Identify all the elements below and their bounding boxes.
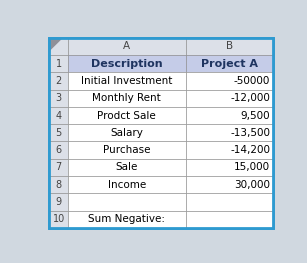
Text: 9: 9 — [56, 197, 62, 207]
Polygon shape — [50, 38, 62, 50]
Text: -50000: -50000 — [234, 76, 270, 86]
Text: 2: 2 — [56, 76, 62, 86]
Bar — [68, 193, 185, 211]
Bar — [49, 124, 68, 141]
Text: 6: 6 — [56, 145, 62, 155]
Bar — [68, 89, 185, 107]
Bar — [68, 107, 185, 124]
Bar — [49, 141, 68, 159]
Text: 9,500: 9,500 — [241, 110, 270, 120]
Bar — [49, 159, 68, 176]
Text: Income: Income — [108, 180, 146, 190]
Text: 3: 3 — [56, 93, 62, 103]
Bar — [185, 72, 273, 89]
Text: 4: 4 — [56, 110, 62, 120]
Text: -13,500: -13,500 — [230, 128, 270, 138]
Bar — [68, 124, 185, 141]
Bar — [185, 141, 273, 159]
Bar — [185, 55, 273, 72]
Text: 30,000: 30,000 — [234, 180, 270, 190]
Text: Initial Investment: Initial Investment — [81, 76, 173, 86]
Text: B: B — [226, 41, 233, 51]
Bar — [68, 38, 185, 55]
Bar — [68, 159, 185, 176]
Bar — [49, 107, 68, 124]
Text: -12,000: -12,000 — [231, 93, 270, 103]
Text: Purchase: Purchase — [103, 145, 150, 155]
Bar — [185, 89, 273, 107]
Text: Project A: Project A — [200, 59, 258, 69]
Text: Description: Description — [91, 59, 163, 69]
Bar — [68, 211, 185, 228]
Bar — [185, 211, 273, 228]
Text: Monthly Rent: Monthly Rent — [92, 93, 161, 103]
Bar — [185, 159, 273, 176]
Bar — [49, 55, 68, 72]
Text: Salary: Salary — [110, 128, 143, 138]
Text: A: A — [123, 41, 130, 51]
Bar — [185, 107, 273, 124]
Text: Sale: Sale — [116, 163, 138, 173]
Bar — [68, 55, 185, 72]
Bar — [68, 176, 185, 193]
Text: 7: 7 — [56, 163, 62, 173]
Text: Prodct Sale: Prodct Sale — [97, 110, 156, 120]
Bar — [49, 89, 68, 107]
Bar — [185, 124, 273, 141]
Text: Sum Negative:: Sum Negative: — [88, 214, 165, 224]
Bar — [49, 38, 68, 55]
Text: 5: 5 — [56, 128, 62, 138]
Text: 10: 10 — [52, 214, 65, 224]
Text: -14,200: -14,200 — [230, 145, 270, 155]
Bar — [185, 38, 273, 55]
Text: 15,000: 15,000 — [234, 163, 270, 173]
Text: 8: 8 — [56, 180, 62, 190]
Bar — [49, 176, 68, 193]
Bar — [49, 193, 68, 211]
Bar — [49, 72, 68, 89]
Bar — [185, 193, 273, 211]
Text: 1: 1 — [56, 59, 62, 69]
Bar — [68, 72, 185, 89]
Bar — [185, 176, 273, 193]
Bar — [49, 211, 68, 228]
Bar — [68, 141, 185, 159]
